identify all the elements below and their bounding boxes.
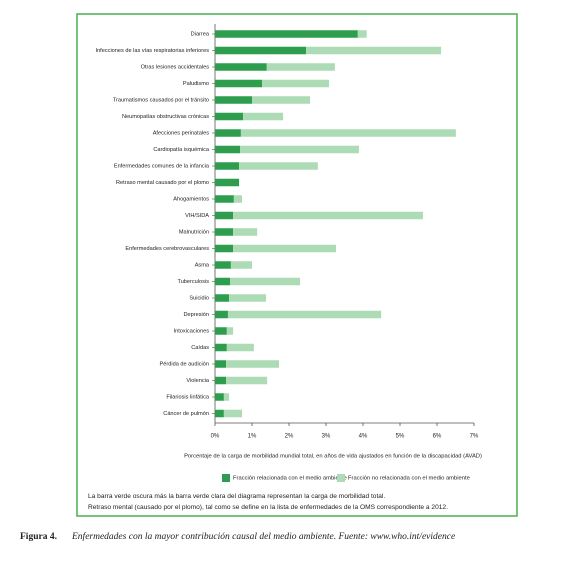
bar-segment — [215, 277, 231, 286]
bar-segment — [227, 310, 382, 319]
bar-segment — [226, 360, 280, 368]
x-axis-label: Porcentaje de la carga de morbilidad mun… — [184, 454, 482, 460]
bar-segment — [215, 228, 234, 236]
bar-segment — [223, 409, 243, 418]
x-tick-label: 5% — [396, 434, 405, 440]
category-label: Enfermedades cerebrovasculares — [125, 246, 209, 252]
category-label: Filariosis linfática — [166, 394, 209, 400]
x-tick-label: 2% — [285, 434, 294, 440]
bar-segment — [215, 261, 231, 269]
bar-segment — [233, 195, 243, 203]
bar-segment — [233, 211, 423, 220]
category-label: Otras lesiones accidentales — [141, 64, 210, 70]
bar-segment — [215, 393, 224, 401]
bar-segment — [215, 162, 240, 170]
category-label: Tuberculosis — [177, 279, 209, 285]
bar-segment — [215, 30, 358, 38]
x-tick-label: 0% — [211, 434, 220, 440]
bar-segment — [215, 129, 241, 137]
bar-segment — [215, 360, 227, 368]
category-label: Paludismo — [183, 81, 209, 87]
bar-segment — [215, 79, 262, 88]
category-label: Afecciones perinatales — [153, 130, 209, 136]
bar-segment — [215, 96, 252, 104]
frame — [76, 13, 518, 517]
bar-segment — [230, 261, 252, 269]
category-label: Neumopatías obstructivas crónicas — [122, 114, 209, 120]
category-label: Ahogamientos — [173, 196, 209, 202]
bar-segment — [266, 63, 335, 71]
bar-segment — [215, 343, 227, 352]
x-tick-label: 3% — [322, 434, 331, 440]
category-label: Cardiopatía isquémica — [153, 147, 210, 153]
bar-segment — [240, 129, 456, 137]
x-tick-label: 4% — [359, 434, 368, 440]
bar-segment — [240, 145, 359, 154]
bar-segment — [223, 393, 230, 401]
bar-segment — [357, 30, 367, 38]
category-label: Retraso mental causado por el plomo — [116, 180, 209, 186]
category-label: VIH/SIDA — [185, 213, 209, 219]
category-label: Intoxicaciones — [174, 328, 210, 334]
bar-segment — [252, 96, 311, 104]
bar-segment — [215, 310, 228, 319]
category-label: Suicidio — [189, 295, 209, 301]
legend-label: Fracción no relacionada con el medio amb… — [348, 476, 470, 482]
bar-segment — [215, 327, 227, 335]
bar-segment — [230, 277, 301, 286]
bar-segment — [215, 63, 267, 71]
bar-segment — [215, 211, 234, 220]
bar-segment — [215, 294, 230, 302]
bar-segment — [215, 195, 234, 203]
legend-swatch — [222, 474, 230, 482]
category-label: Caídas — [191, 345, 209, 351]
x-tick-label: 6% — [433, 434, 442, 440]
caption-label: Figura 4. — [20, 532, 57, 542]
bar-segment — [226, 327, 234, 335]
bar-segment — [226, 343, 254, 352]
bar-segment — [233, 228, 258, 236]
x-tick-label: 7% — [470, 434, 479, 440]
bar-segment — [306, 46, 442, 55]
bar-segment — [215, 178, 240, 187]
bar-segment — [233, 244, 336, 253]
legend-swatch — [337, 474, 345, 482]
category-label: Pérdida de audición — [160, 361, 209, 367]
legend-label: Fracción relacionada con el medio ambien… — [233, 476, 347, 482]
bar-segment — [215, 376, 227, 385]
category-label: Depresión — [184, 312, 210, 318]
category-label: Traumatismos causados por el tránsito — [113, 97, 209, 103]
category-label: Malnutrición — [179, 229, 209, 235]
bar-segment — [261, 79, 329, 88]
category-label: Enfermedades comunes de la infancia — [114, 163, 210, 169]
bar-segment — [215, 409, 224, 418]
bar-segment — [215, 112, 244, 121]
x-tick-label: 1% — [248, 434, 257, 440]
bar-segment — [229, 294, 267, 302]
bar-segment — [239, 162, 318, 170]
category-label: Violencia — [186, 378, 209, 384]
category-label: Infecciones de las vías respiratorias in… — [96, 48, 210, 54]
bar-segment — [215, 145, 241, 154]
bar-segment — [215, 46, 307, 55]
category-label: Cáncer de pulmón — [163, 411, 209, 417]
note: Retraso mental (causado por el plomo), t… — [88, 504, 448, 511]
caption-text: Enfermedades con la mayor contribución c… — [71, 531, 455, 542]
bar-segment — [243, 112, 284, 121]
bar-segment — [215, 244, 234, 253]
category-label: Diarrea — [191, 31, 210, 37]
note: La barra verde oscura más la barra verde… — [88, 493, 385, 500]
bar-segment — [226, 376, 268, 385]
category-label: Asma — [195, 262, 210, 268]
